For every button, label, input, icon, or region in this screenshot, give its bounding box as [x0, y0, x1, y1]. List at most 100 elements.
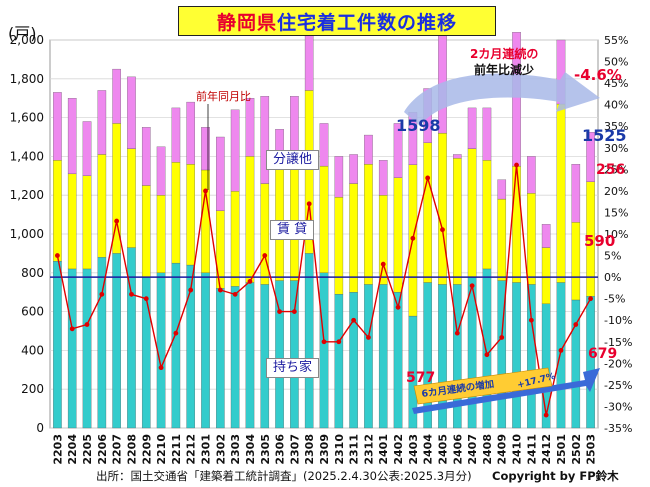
x-tick-label: 2302 [214, 434, 227, 465]
yoy-point [321, 339, 327, 345]
bar-chintai [334, 196, 344, 295]
bar-mochiie [512, 282, 521, 429]
right-tick-label: 35% [604, 120, 628, 133]
bar-chintai [482, 160, 492, 270]
chart-title: 静岡県 住宅着工件数の推移 [178, 6, 496, 36]
x-tick-label: 2303 [229, 434, 242, 465]
right-tick-label: -10% [604, 314, 632, 327]
bar-chintai [82, 175, 92, 270]
chintai-now: 590 [584, 232, 616, 250]
bar-bunjo [230, 109, 240, 192]
yoy-point [410, 235, 416, 241]
left-tick-label: 2,000 [10, 33, 44, 47]
yoy-point [543, 412, 549, 418]
x-tick-label: 2402 [392, 434, 405, 465]
bar-mochiie [156, 272, 166, 429]
bar-bunjo [364, 134, 373, 165]
left-tick-label: 600 [21, 305, 44, 319]
two-month-decline-line1: 2カ月連続の [470, 47, 539, 61]
bar-mochiie [230, 286, 240, 429]
right-tick-label: 0% [604, 271, 621, 284]
left-tick-label: 1,400 [10, 149, 44, 163]
bar-chintai [423, 142, 432, 283]
bar-bunjo [453, 154, 462, 159]
bar-bunjo [319, 123, 329, 167]
x-tick-label: 2502 [570, 434, 583, 465]
bar-chintai [245, 156, 255, 283]
bar-mochiie [304, 253, 314, 429]
yoy-point [469, 283, 475, 289]
bar-chintai [230, 191, 240, 287]
bar-chintai [67, 173, 77, 270]
bar-bunjo [97, 90, 107, 155]
right-tick-label: -30% [604, 400, 632, 413]
yoy-point [173, 330, 179, 336]
x-tick-label: 2401 [377, 434, 390, 465]
bar-mochiie [378, 284, 388, 429]
yoy-point [440, 227, 445, 233]
bar-bunjo [393, 123, 403, 178]
x-tick-label: 2210 [155, 434, 168, 465]
right-tick-label: 50% [604, 56, 628, 69]
bar-bunjo [82, 121, 92, 176]
bar-chintai [319, 165, 329, 273]
bar-bunjo [245, 98, 255, 157]
increase-arrow [412, 368, 600, 414]
bar-mochiie [319, 272, 329, 429]
source-note: 出所：国土交通省「建築着工統計調査」(2025.2.4.30公表:2025.3月… [96, 469, 472, 483]
yoy-point [277, 309, 282, 314]
total-now: 1525 [582, 126, 627, 145]
decline-arrow [404, 72, 600, 126]
yoy-point [558, 348, 564, 353]
right-tick-label: 10% [604, 228, 628, 241]
segment-label-mochiie: 持ち家 [266, 358, 320, 378]
segment-label-bunjo: 分譲他 [266, 150, 320, 170]
bar-mochiie [260, 284, 270, 429]
bar-bunjo [112, 68, 121, 124]
yoy-point [217, 287, 223, 293]
yoy-point [55, 253, 60, 258]
bar-bunjo [186, 101, 195, 165]
left-tick-label: 1,000 [10, 227, 44, 241]
yoy-point [114, 218, 120, 224]
right-tick-label: 20% [604, 185, 628, 198]
bar-chintai [527, 193, 536, 285]
bar-bunjo [527, 156, 536, 194]
yoy-point [306, 201, 312, 207]
bar-chintai [53, 160, 62, 262]
bar-mochiie [290, 280, 299, 429]
yoy-note: 前年同月比 [196, 90, 251, 103]
right-tick-label: -15% [604, 336, 632, 349]
left-tick-label: 0 [36, 421, 44, 435]
right-tick-label: -25% [604, 379, 632, 392]
bar-mochiie [482, 268, 492, 429]
bar-chintai [127, 148, 136, 248]
bar-mochiie [556, 282, 566, 429]
x-tick-label: 2206 [96, 434, 109, 465]
yoy-point [380, 261, 386, 267]
yoy-point [291, 309, 297, 314]
decline-pct: -4.6% [574, 66, 622, 84]
bar-chintai [571, 222, 581, 301]
x-tick-label: 2301 [200, 434, 213, 465]
bar-bunjo [334, 156, 344, 198]
bar-bunjo [156, 146, 166, 196]
x-tick-label: 2408 [481, 434, 494, 465]
bar-bunjo [127, 76, 136, 149]
bar-mochiie [334, 293, 344, 429]
x-tick-label: 2306 [274, 434, 287, 465]
bar-bunjo [586, 131, 595, 182]
bar-mochiie [67, 268, 77, 429]
x-tick-label: 2405 [436, 434, 449, 465]
right-tick-label: 5% [604, 250, 621, 263]
title-part1: 静岡県 [216, 11, 277, 34]
x-tick-label: 2411 [525, 434, 538, 465]
left-tick-label: 1,800 [10, 72, 44, 86]
left-tick-label: 1,600 [10, 111, 44, 125]
right-tick-label: 45% [604, 77, 628, 90]
bar-bunjo [201, 127, 210, 171]
bar-bunjo [141, 127, 151, 186]
x-tick-label: 2312 [362, 434, 375, 465]
yoy-point [484, 352, 490, 358]
bar-mochiie [82, 268, 92, 429]
